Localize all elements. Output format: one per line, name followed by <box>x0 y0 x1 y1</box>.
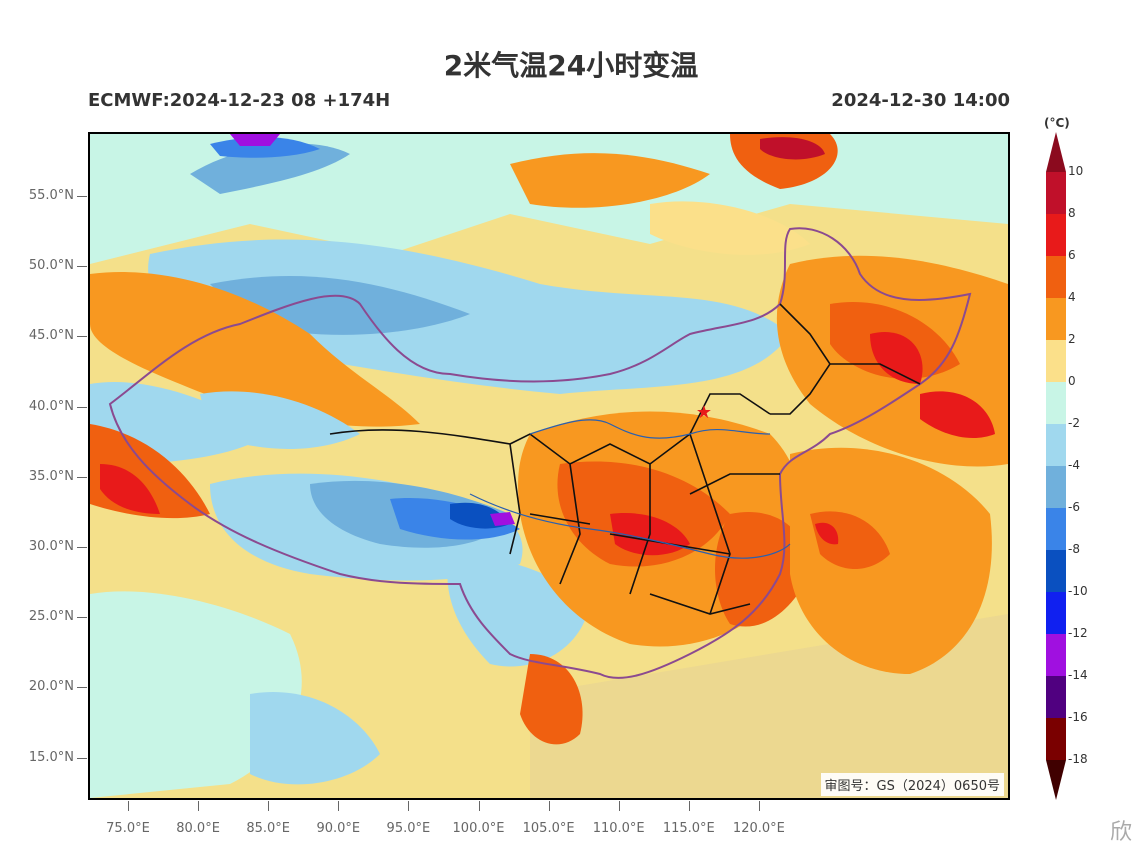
colorbar-band <box>1046 214 1066 256</box>
colorbar-band <box>1046 592 1066 634</box>
latitude-label: 20.0°N <box>28 679 74 695</box>
latitude-tick <box>77 476 87 478</box>
longitude-tick <box>758 801 760 811</box>
longitude-tick <box>408 801 410 811</box>
model-run-label: ECMWF:2024-12-23 08 +174H <box>88 90 391 111</box>
valid-time-label: 2024-12-30 14:00 <box>831 90 1010 111</box>
latitude-label: 55.0°N <box>28 188 74 203</box>
longitude-tick <box>338 801 340 811</box>
latitude-label: 25.0°N <box>28 609 74 625</box>
colorbar-band <box>1046 718 1066 760</box>
longitude-label: 95.0°E <box>386 821 431 836</box>
colorbar-tick-label: -6 <box>1068 500 1080 514</box>
colorbar-top-arrow <box>1046 132 1066 172</box>
colorbar-band <box>1046 298 1066 340</box>
latitude-label: 50.0°N <box>28 258 74 274</box>
colorbar-tick-label: -12 <box>1068 626 1088 640</box>
longitude-tick <box>688 801 690 811</box>
latitude-tick <box>77 547 87 548</box>
colorbar-band <box>1046 550 1066 592</box>
latitude-tick <box>77 196 87 197</box>
colorbar <box>1046 132 1066 800</box>
colorbar-tick-label: -2 <box>1068 416 1080 430</box>
colorbar-unit: (°C) <box>1044 116 1070 130</box>
longitude-label: 75.0°E <box>106 821 150 836</box>
map-title: 2米气温24小时变温 <box>443 49 699 82</box>
colorbar-tick-label: -4 <box>1068 458 1080 472</box>
latitude-label: 30.0°N <box>28 539 74 554</box>
longitude-tick <box>478 801 480 811</box>
longitude-tick <box>618 801 620 811</box>
colorbar-band <box>1046 676 1066 718</box>
latitude-tick <box>77 757 87 759</box>
longitude-label: 80.0°E <box>176 821 220 836</box>
colorbar-band <box>1046 172 1066 214</box>
colorbar-tick-label: 4 <box>1068 290 1076 304</box>
colorbar-band <box>1046 508 1066 550</box>
latitude-tick <box>77 687 87 689</box>
colorbar-bottom-arrow <box>1046 760 1066 800</box>
colorbar-tick-label: 2 <box>1068 332 1076 346</box>
latitude-label: 40.0°N <box>28 398 74 414</box>
latitude-tick <box>77 266 87 268</box>
longitude-label: 115.0°E <box>662 821 715 836</box>
colorbar-band <box>1046 382 1066 424</box>
latitude-label: 45.0°N <box>28 328 74 344</box>
colorbar-tick-label: 0 <box>1068 374 1076 388</box>
latitude-label: 35.0°N <box>28 468 74 484</box>
longitude-tick <box>128 801 129 811</box>
longitude-label: 110.0°E <box>592 821 645 836</box>
longitude-label: 90.0°E <box>316 821 361 836</box>
longitude-label: 120.0°E <box>732 821 785 836</box>
colorbar-tick-label: -14 <box>1068 668 1088 682</box>
colorbar-band <box>1046 424 1066 466</box>
map-review-number: 审图号：GS（2024）0650号 <box>820 773 1004 796</box>
longitude-tick <box>198 801 200 811</box>
latitude-tick <box>77 406 87 408</box>
longitude-label: 105.0°E <box>522 821 575 836</box>
colorbar-tick-label: -10 <box>1068 584 1088 598</box>
latitude-label: 15.0°N <box>28 749 74 765</box>
colorbar-band <box>1046 466 1066 508</box>
colorbar-tick-label: -8 <box>1068 542 1080 556</box>
latitude-tick <box>77 336 87 338</box>
longitude-label: 100.0°E <box>452 821 505 836</box>
watermark-text: 欣 <box>1109 820 1132 845</box>
temperature-change-field: ★ <box>90 134 1008 798</box>
longitude-tick <box>548 801 550 811</box>
colorbar-band <box>1046 256 1066 298</box>
longitude-tick <box>268 801 270 811</box>
colorbar-tick-label: 8 <box>1068 206 1076 220</box>
latitude-tick <box>77 617 87 619</box>
beijing-star-icon: ★ <box>696 402 712 423</box>
colorbar-tick-label: -16 <box>1068 710 1088 724</box>
map-panel[interactable]: ★ 审图号：GS（2024）0650号 <box>88 132 1010 800</box>
colorbar-band <box>1046 340 1066 382</box>
colorbar-tick-label: 10 <box>1068 164 1084 178</box>
colorbar-tick-label: 6 <box>1068 248 1076 262</box>
colorbar-tick-label: -18 <box>1068 752 1088 766</box>
colorbar-band <box>1046 634 1066 676</box>
longitude-label: 85.0°E <box>246 821 291 836</box>
